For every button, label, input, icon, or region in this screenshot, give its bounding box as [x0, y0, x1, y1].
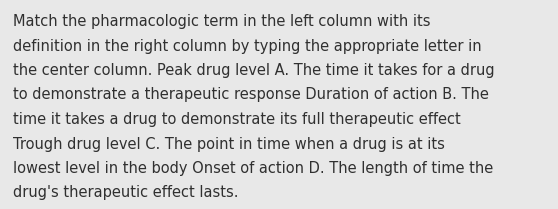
Text: time it takes a drug to demonstrate its full therapeutic effect: time it takes a drug to demonstrate its … — [13, 112, 461, 127]
Text: drug's therapeutic effect lasts.: drug's therapeutic effect lasts. — [13, 186, 238, 200]
Text: Trough drug level C. The point in time when a drug is at its: Trough drug level C. The point in time w… — [13, 136, 445, 152]
Text: definition in the right column by typing the appropriate letter in: definition in the right column by typing… — [13, 38, 482, 54]
Text: lowest level in the body Onset of action D. The length of time the: lowest level in the body Onset of action… — [13, 161, 493, 176]
Text: the center column. Peak drug level A. The time it takes for a drug: the center column. Peak drug level A. Th… — [13, 63, 494, 78]
Text: to demonstrate a therapeutic response Duration of action B. The: to demonstrate a therapeutic response Du… — [13, 88, 489, 102]
Text: Match the pharmacologic term in the left column with its: Match the pharmacologic term in the left… — [13, 14, 431, 29]
